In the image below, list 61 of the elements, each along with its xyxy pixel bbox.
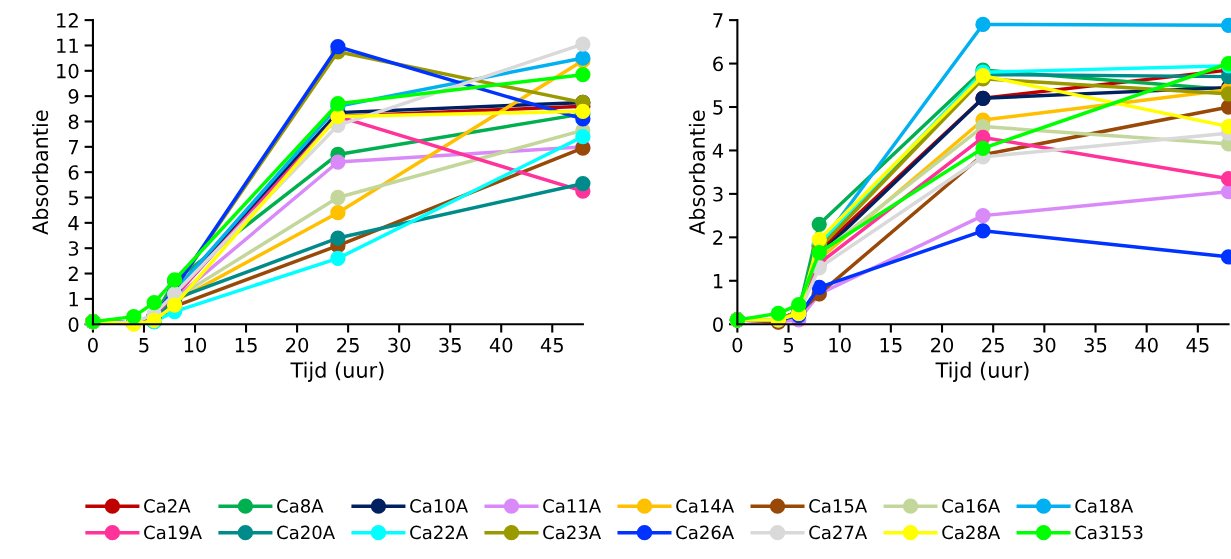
legend-label: Ca16A bbox=[942, 499, 1001, 513]
x-tick-label: 30 bbox=[388, 337, 411, 353]
y-tick-label: 9 bbox=[68, 89, 79, 104]
legend-label: Ca2A bbox=[144, 499, 191, 513]
y-tick-label: 11 bbox=[57, 38, 78, 53]
legend-label: Ca20A bbox=[277, 525, 335, 540]
y-tick-label: 1 bbox=[713, 273, 723, 289]
legend-label: Ca23A bbox=[543, 525, 602, 540]
y-tick-label: 2 bbox=[68, 266, 78, 281]
x-tick-label: 45 bbox=[540, 338, 563, 353]
x-tick-label: 10 bbox=[184, 337, 207, 353]
y-tick-label: 12 bbox=[57, 13, 78, 28]
x-tick-label: 10 bbox=[829, 337, 851, 353]
x-tick-label: 30 bbox=[1033, 337, 1056, 353]
x-tick-label: 40 bbox=[489, 337, 513, 353]
y-tick-label: 2 bbox=[713, 230, 723, 245]
legend-label: Ca27A bbox=[809, 525, 868, 540]
legend-label: Ca26A bbox=[676, 525, 735, 540]
x-tick-label: 35 bbox=[1084, 337, 1107, 353]
x-tick-label: 40 bbox=[1135, 337, 1158, 353]
legend-label: Ca15A bbox=[809, 499, 868, 513]
x-tick-label: 35 bbox=[439, 337, 461, 353]
legend-label: Ca3153 bbox=[1075, 525, 1143, 540]
x-tick-label: 0 bbox=[732, 337, 743, 353]
y-axis-title: Absorbantie bbox=[688, 110, 705, 235]
x-axis-title: Tijd (uur) bbox=[935, 361, 1029, 382]
y-tick-label: 8 bbox=[68, 114, 79, 130]
legend-label: Ca14A bbox=[676, 499, 735, 513]
legend-label: Ca11A bbox=[543, 499, 602, 513]
y-tick-label: 6 bbox=[713, 56, 723, 72]
y-tick-label: 5 bbox=[713, 100, 723, 115]
legend-label: Ca18A bbox=[1075, 499, 1134, 513]
legend-label: Ca8A bbox=[277, 499, 324, 513]
x-tick-label: 5 bbox=[139, 338, 149, 353]
legend-label: Ca28A bbox=[942, 525, 1001, 540]
x-tick-label: 25 bbox=[982, 337, 1004, 353]
y-tick-label: 4 bbox=[712, 143, 724, 158]
x-tick-label: 0 bbox=[88, 337, 98, 353]
x-tick-label: 45 bbox=[1186, 338, 1209, 353]
y-tick-label: 6 bbox=[68, 165, 79, 180]
legend-label: Ca10A bbox=[410, 499, 468, 513]
x-tick-label: 5 bbox=[783, 338, 794, 353]
y-tick-label: 10 bbox=[57, 63, 79, 79]
x-tick-label: 15 bbox=[880, 338, 902, 353]
y-tick-label: 5 bbox=[68, 190, 79, 206]
y-tick-label: 3 bbox=[713, 186, 723, 202]
y-tick-label: 4 bbox=[68, 216, 79, 231]
legend-label: Ca22A bbox=[410, 525, 468, 540]
x-tick-label: 15 bbox=[235, 338, 257, 353]
x-axis-title: Tijd (uur) bbox=[290, 361, 384, 382]
y-tick-label: 7 bbox=[713, 13, 723, 28]
x-tick-label: 20 bbox=[931, 337, 954, 353]
x-tick-label: 25 bbox=[337, 337, 359, 353]
y-tick-label: 1 bbox=[69, 292, 78, 307]
y-tick-label: 3 bbox=[68, 241, 79, 256]
x-tick-label: 20 bbox=[286, 337, 309, 353]
legend-label: Ca19A bbox=[144, 525, 202, 540]
y-tick-label: 0 bbox=[68, 317, 79, 332]
y-axis-title: Absorbantie bbox=[32, 110, 49, 235]
y-tick-label: 0 bbox=[713, 317, 723, 332]
y-tick-label: 7 bbox=[68, 140, 79, 155]
